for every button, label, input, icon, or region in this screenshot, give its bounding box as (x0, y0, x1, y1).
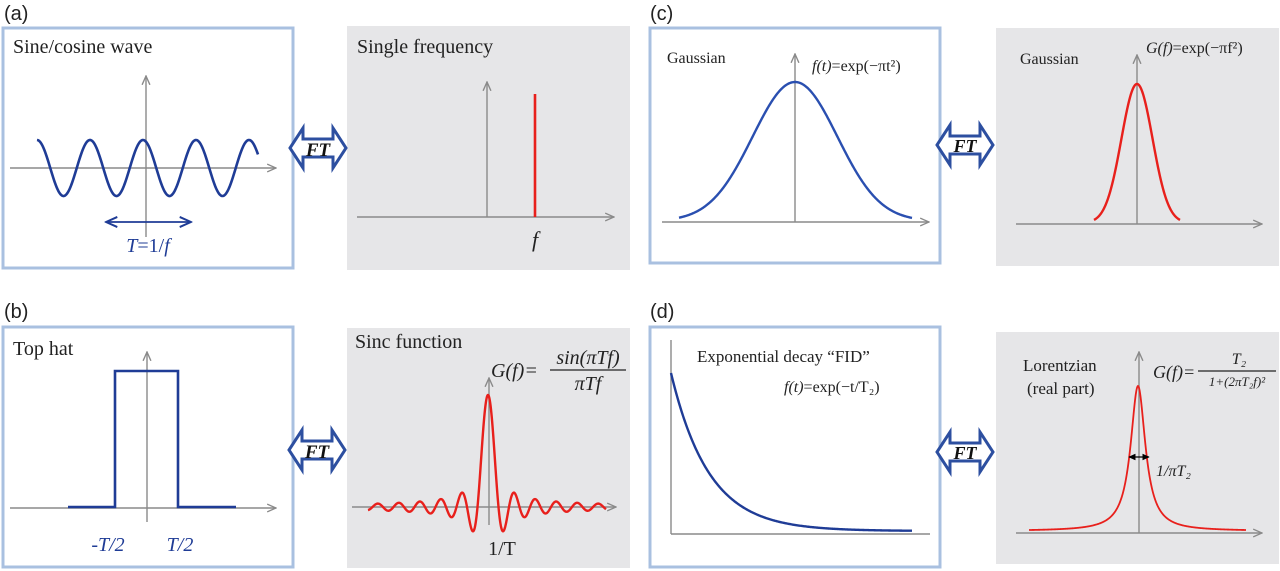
gaussian-time-formula: f(t)=exp(−πt²) (812, 58, 901, 75)
panel-label-c: (c) (650, 3, 673, 25)
sinc-curve (367, 393, 607, 533)
sinc-formula-denominator: πTf (575, 373, 604, 395)
lorentz-formula-denominator: 1+(2πT₂f)² (1209, 374, 1266, 389)
left-title-d: Exponential decay “FID” (697, 347, 870, 366)
ft-arrow-a: FT (288, 126, 348, 170)
ft-arrow-c: FT (935, 123, 995, 167)
panel-label-a: (a) (4, 3, 28, 25)
sinc-formula-numerator: sin(πTf) (556, 347, 620, 369)
lorentz-formula-lhs: G(f)= (1153, 362, 1195, 383)
panel-c: (c) Gaussian f(t)=exp(−πt²) Gaussian G(f… (648, 3, 1279, 266)
period-label: T=1/f (126, 235, 172, 257)
neg-half-period-label: -T/2 (91, 534, 124, 556)
exp-decay-formula: f(t)=exp(−t/T₂) (784, 379, 880, 396)
panel-b: (b) Top hat -T/2 T/2 Sinc function G(f)=… (1, 301, 630, 569)
gaussian-freq-curve (1093, 82, 1181, 221)
right-title-d-line2: (real part) (1027, 379, 1094, 398)
sine-wave-curve (36, 138, 260, 198)
right-title-a: Single frequency (357, 36, 493, 58)
right-title-b: Sinc function (355, 331, 462, 353)
first-zero-label: 1/T (488, 538, 516, 560)
ft-arrow-b: FT (287, 428, 347, 472)
panel-label-d: (d) (650, 301, 674, 323)
time-domain-box-a (1, 26, 295, 270)
ft-label: FT (305, 140, 332, 161)
freq-label-f: f (532, 227, 541, 252)
ft-label: FT (304, 442, 331, 463)
ft-arrow-d: FT (935, 430, 995, 474)
left-title-a: Sine/cosine wave (13, 36, 153, 58)
right-title-d-line1: Lorentzian (1023, 356, 1097, 375)
left-title-c: Gaussian (667, 50, 726, 67)
exponential-decay-curve (669, 372, 912, 532)
left-title-b: Top hat (13, 338, 74, 360)
time-domain-box-b (1, 325, 295, 569)
gaussian-freq-formula: G(f)=exp(−πf²) (1146, 40, 1243, 57)
sinc-formula-lhs: G(f)= (491, 360, 538, 382)
lorentzian-curve (1028, 384, 1247, 531)
gaussian-time-curve (678, 80, 913, 220)
pos-half-period-label: T/2 (167, 534, 194, 556)
panel-a: (a) Sine/cosine wave T=1/f Single freque… (1, 3, 630, 270)
panel-d: (d) Exponential decay “FID” f(t)=exp(−t/… (648, 301, 1279, 569)
top-hat-curve (68, 369, 236, 509)
right-title-c: Gaussian (1020, 51, 1079, 68)
freq-domain-box-a (347, 26, 630, 270)
linewidth-label: 1/πT₂ (1156, 463, 1191, 480)
time-domain-box-d (648, 325, 942, 569)
ft-label: FT (952, 136, 977, 156)
ft-label: FT (952, 443, 977, 463)
lorentz-formula-numerator: T₂ (1232, 351, 1247, 368)
panel-label-b: (b) (4, 301, 28, 323)
